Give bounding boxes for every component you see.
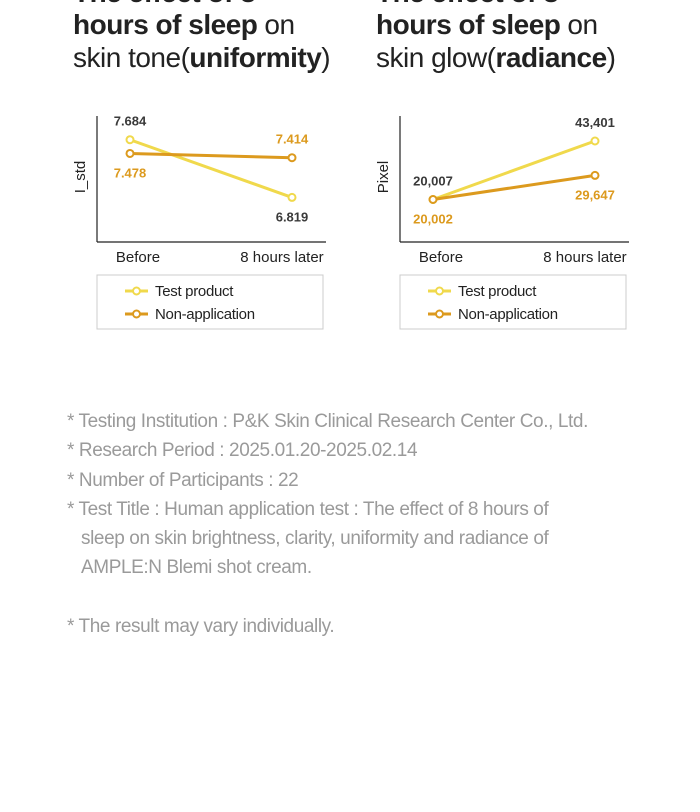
chart-title-line: The effect of 8 [73, 0, 255, 8]
y-axis-label: Pixel [375, 161, 392, 194]
title-part: skin glow( [376, 42, 497, 73]
y-axis-label: I_std [72, 161, 89, 194]
title-part: on [264, 9, 294, 40]
data-label: 7.414 [276, 132, 309, 147]
title-part: The effect of 8 [376, 0, 558, 8]
title-part: skin tone( [73, 42, 191, 73]
x-tick-label: 8 hours later [543, 249, 626, 266]
legend-label: Test product [155, 283, 234, 300]
data-label: 20,007 [413, 173, 453, 188]
series-line [432, 173, 596, 201]
title-part: ) [321, 42, 330, 73]
series-line [129, 138, 293, 199]
data-label: 6.819 [276, 209, 309, 224]
title-part: hours of sleep [376, 9, 560, 40]
data-label: 7.684 [114, 114, 147, 129]
data-label: 7.478 [114, 165, 147, 180]
title-part: on [567, 9, 597, 40]
data-point [125, 148, 135, 158]
data-point [125, 135, 135, 145]
data-point [428, 194, 438, 204]
legend-marker [132, 309, 141, 319]
note-line: AMPLE:N Blemi shot cream. [81, 557, 312, 578]
title-part: ) [607, 42, 616, 73]
data-point [287, 153, 297, 163]
title-part: uniformity [189, 42, 322, 73]
legend-label: Test product [458, 283, 537, 300]
legend-marker [132, 286, 141, 296]
note-line: * Number of Participants : 22 [67, 470, 298, 491]
data-label: 29,647 [575, 187, 615, 202]
legend-box [96, 274, 324, 330]
chart-title-line: skin glow(radiance) [376, 42, 615, 73]
chart-title-line: skin tone(uniformity) [73, 42, 330, 73]
legend-label: Non-application [458, 306, 558, 323]
title-part: radiance [495, 42, 606, 73]
note-line: * The result may vary individually. [67, 616, 334, 637]
chart-title-line: hours of sleep on [73, 9, 295, 40]
x-tick-label: 8 hours later [240, 249, 323, 266]
legend-marker [435, 286, 444, 296]
chart-title-line: The effect of 8 [376, 0, 558, 8]
x-tick-label: Before [116, 249, 160, 266]
note-line: sleep on skin brightness, clarity, unifo… [81, 528, 550, 549]
x-tick-label: Before [419, 249, 463, 266]
series-line [432, 139, 596, 201]
legend-box [399, 274, 627, 330]
legend-marker [435, 309, 444, 319]
chart-title-line: hours of sleep on [376, 9, 598, 40]
note-line: * Research Period : 2025.01.20-2025.02.1… [67, 440, 418, 461]
data-label: 43,401 [575, 115, 615, 130]
data-point [590, 170, 600, 180]
legend-label: Non-application [155, 306, 255, 323]
data-point [590, 136, 600, 146]
note-line: * Testing Institution : P&K Skin Clinica… [67, 411, 588, 432]
data-point [287, 192, 297, 202]
data-label: 20,002 [413, 211, 453, 226]
title-part: hours of sleep [73, 9, 257, 40]
title-part: The effect of 8 [73, 0, 255, 8]
note-line: * Test Title : Human application test : … [67, 499, 549, 520]
series-line [129, 151, 293, 160]
